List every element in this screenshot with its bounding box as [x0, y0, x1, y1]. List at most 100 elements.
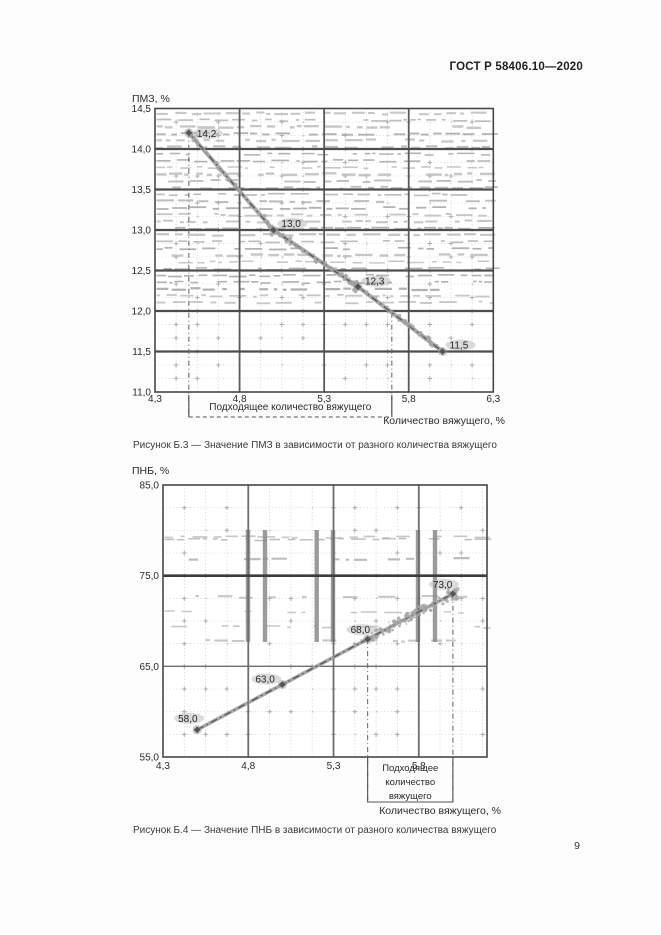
scan-scatter-dot: [259, 214, 262, 217]
chart-pnb-vs-binder: 58,0 63,0 68,0 73,0 4,3 4,8 5,3 5,8 85,0 75,0 65,0…: [132, 465, 501, 817]
page-number: 9: [574, 840, 580, 852]
scan-scatter-dot: [397, 319, 400, 322]
y-tick-label: 13,5: [132, 185, 152, 196]
y-tick-label: 12,5: [132, 266, 152, 277]
scan-scatter-dot: [195, 143, 200, 147]
scan-scatter-dot: [445, 595, 447, 597]
document-header: ГОСТ Р 58406.10—2020: [449, 61, 583, 73]
data-point: [439, 348, 446, 355]
scan-scatter-dot: [379, 626, 382, 629]
y-tick-label: 14,5: [132, 104, 152, 115]
scan-scatter-dot: [237, 188, 241, 192]
scan-scatter-dot: [348, 277, 351, 279]
scan-noise-band: [156, 273, 494, 278]
scan-scatter-dot: [429, 608, 433, 612]
y-tick-label: 55,0: [140, 753, 160, 764]
x-tick-label: 5,3: [317, 394, 331, 405]
x-axis-label: Количество вяжущего, %: [379, 805, 501, 817]
x-tick-label: 4,8: [233, 394, 247, 405]
scan-scatter-dot: [426, 336, 430, 340]
data-point-label-blob: [445, 339, 476, 351]
scan-noise-band: [156, 293, 490, 298]
scan-noise-band: [156, 111, 487, 116]
scan-scatter-dot: [235, 186, 238, 189]
scan-scatter-dot: [450, 597, 454, 601]
x-tick-label: 5,8: [412, 761, 426, 772]
scan-scatter-dot: [224, 171, 226, 173]
scan-scatter-dot: [387, 305, 389, 308]
x-tick-label: 4,3: [148, 394, 162, 405]
scan-scatter-dot: [262, 213, 267, 219]
x-tick-label: 5,8: [402, 394, 416, 405]
x-tick-label: 6,3: [486, 394, 500, 405]
scan-noise-band: [156, 199, 496, 204]
scan-noise-bar: [262, 530, 268, 642]
plot-border: [154, 107, 495, 393]
scan-scatter-dot: [192, 136, 197, 140]
scan-noise-band: [156, 118, 491, 123]
scan-scatter-dot: [397, 313, 402, 318]
scan-scatter-dot: [391, 619, 397, 624]
scan-scatter-dot: [396, 317, 399, 320]
y-tick-label: 14,0: [132, 145, 152, 156]
scan-scatter-dot: [301, 250, 305, 254]
scan-noise-band: [156, 152, 491, 156]
scan-scatter-dot: [415, 616, 419, 619]
scan-noise-band: [156, 232, 496, 237]
scan-noise-band: [156, 246, 493, 251]
scan-noise-band: [171, 253, 488, 258]
scan-scatter-dot: [387, 629, 389, 631]
scan-scatter-dot: [382, 632, 385, 636]
scan-scatter-dot: [342, 278, 346, 282]
data-point-label: 58,0: [178, 714, 198, 725]
scan-scatter-dot: [399, 618, 403, 623]
scan-scatter-dot: [315, 261, 318, 264]
data-point: [364, 635, 372, 643]
figure-b3-caption: Рисунок Б.3 — Значение ПМЗ в зависимости…: [133, 440, 497, 451]
scan-scatter-dot: [220, 170, 223, 173]
range-bracket-label: Подходящее количество вяжущего: [209, 402, 372, 413]
scan-scatter-dot: [344, 273, 348, 278]
scan-scatter-dot: [277, 232, 280, 235]
scan-scatter-dot: [280, 232, 286, 238]
scan-scatter-dot: [298, 245, 303, 250]
scan-scatter-dot: [398, 624, 401, 628]
scan-scatter-dot: [411, 325, 415, 329]
data-point: [193, 726, 201, 734]
scan-scatter-dot: [227, 178, 231, 183]
scan-scatter-dot: [402, 618, 408, 623]
data-point-label-blob: [346, 624, 377, 636]
data-point-label-blob: [277, 218, 308, 229]
scan-scatter-dot: [388, 621, 390, 624]
scan-noise-band: [156, 172, 495, 177]
scan-noise-band: [156, 165, 484, 170]
range-bracket-label: количество: [385, 777, 435, 788]
scan-scatter-dot: [422, 610, 424, 612]
scan-scatter-dot: [396, 616, 401, 620]
scan-scatter-dot: [385, 305, 389, 309]
plot-border: [162, 484, 488, 758]
scan-scatter-dot: [412, 609, 417, 613]
scan-scatter-dot: [446, 598, 448, 600]
scan-scatter-dot: [321, 260, 323, 262]
scan-scatter-dot: [424, 338, 427, 341]
x-tick-label: 4,8: [241, 761, 255, 772]
data-point-label: 13,0: [281, 219, 301, 230]
data-point-label-blob: [428, 578, 459, 590]
scan-scatter-dot: [402, 319, 407, 324]
scan-noise-band: [156, 206, 487, 210]
y-axis-label: ПМЗ, %: [132, 93, 170, 105]
scan-scatter-dot: [422, 611, 425, 615]
scan-scatter-dot: [437, 596, 441, 599]
scan-scatter-dot: [421, 603, 425, 608]
data-point-label: 73,0: [433, 580, 453, 591]
scan-scatter-dot: [393, 625, 396, 628]
x-tick-label: 5,3: [327, 761, 341, 772]
scan-scatter-dot: [385, 629, 388, 633]
data-point-label-blob: [251, 673, 282, 685]
scan-scatter-dot: [428, 342, 433, 346]
scan-noise-band: [156, 212, 487, 217]
scan-scatter-dot: [380, 628, 384, 631]
scan-scatter-dot: [388, 624, 393, 628]
scan-noise-bar: [314, 530, 319, 642]
